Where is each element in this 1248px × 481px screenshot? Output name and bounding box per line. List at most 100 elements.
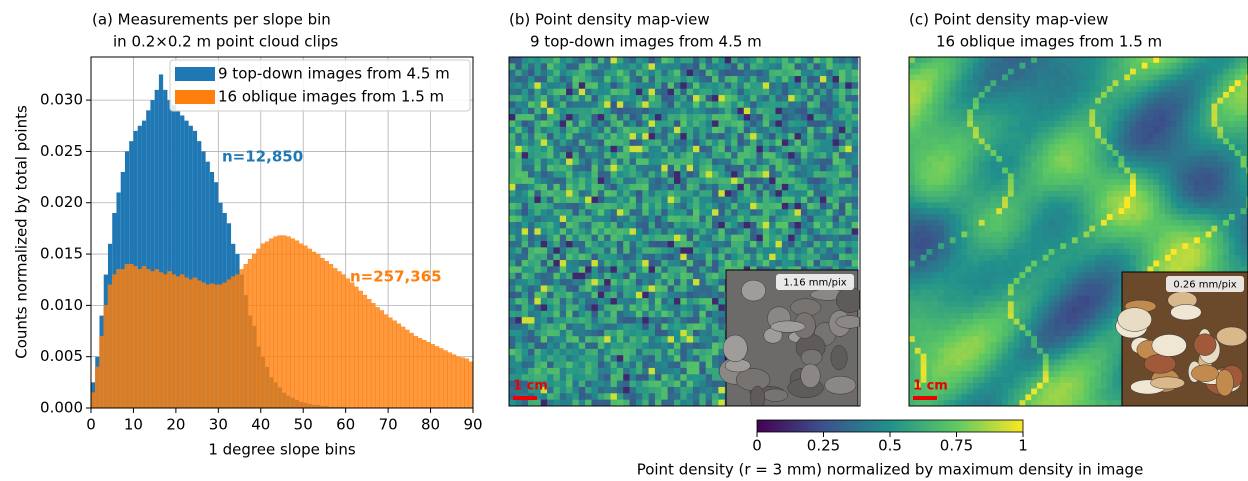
map-cell: [782, 235, 789, 242]
map-cell: [699, 254, 706, 261]
map-cell: [566, 101, 573, 108]
map-cell: [1206, 69, 1212, 75]
map-cell: [661, 273, 668, 280]
map-cell: [990, 80, 996, 86]
map-cell: [1211, 208, 1217, 214]
map-cell: [699, 400, 706, 407]
map-cell: [967, 197, 973, 203]
map-cell: [547, 197, 554, 204]
map-cell: [1206, 191, 1212, 197]
map-cell: [1136, 109, 1142, 115]
map-cell: [1165, 237, 1171, 243]
map-cell: [1200, 237, 1206, 243]
map-cell: [585, 374, 592, 381]
map-cell: [1206, 104, 1212, 110]
map-cell: [566, 393, 573, 400]
map-cell: [1159, 232, 1165, 238]
map-cell: [1217, 150, 1223, 156]
map-cell: [591, 63, 598, 70]
map-cell: [699, 324, 706, 331]
map-cell: [617, 285, 624, 292]
map-cell: [769, 178, 776, 185]
map-cell: [699, 197, 706, 204]
map-cell: [973, 150, 979, 156]
map-cell: [1171, 115, 1177, 121]
map-cell: [1153, 168, 1159, 174]
map-cell: [1107, 232, 1113, 238]
map-cell: [515, 330, 522, 337]
map-cell: [553, 120, 560, 127]
map-cell: [623, 273, 630, 280]
map-cell: [528, 82, 535, 89]
map-cell: [1194, 202, 1200, 208]
map-cell: [1124, 191, 1130, 197]
map-cell: [921, 98, 927, 104]
map-cell: [712, 247, 719, 254]
map-cell: [1118, 220, 1124, 226]
map-cell: [604, 330, 611, 337]
map-cell: [932, 98, 938, 104]
map-cell: [990, 179, 996, 185]
map-cell: [553, 317, 560, 324]
map-cell: [655, 317, 662, 324]
map-cell: [680, 159, 687, 166]
map-cell: [1113, 98, 1119, 104]
map-cell: [807, 254, 814, 261]
map-cell: [788, 178, 795, 185]
map-cell: [1025, 173, 1031, 179]
map-cell: [1153, 69, 1159, 75]
map-cell: [604, 101, 611, 108]
map-cell: [1002, 202, 1008, 208]
map-cell: [725, 216, 732, 223]
map-cell: [839, 247, 846, 254]
map-cell: [1235, 150, 1241, 156]
map-cell: [699, 216, 706, 223]
map-cell: [611, 152, 618, 159]
map-cell: [932, 208, 938, 214]
map-cell: [1241, 109, 1247, 115]
map-cell: [1159, 208, 1165, 214]
map-cell: [553, 152, 560, 159]
map-cell: [1130, 115, 1136, 121]
map-cell: [1060, 162, 1066, 168]
map-cell: [1223, 127, 1229, 133]
map-cell: [680, 152, 687, 159]
map-cell: [1182, 115, 1188, 121]
map-cell: [661, 235, 668, 242]
map-cell: [674, 114, 681, 121]
map-cell: [1188, 80, 1194, 86]
map-cell: [630, 171, 637, 178]
map-cell: [649, 387, 656, 394]
map-cell: [944, 150, 950, 156]
map-cell: [566, 241, 573, 248]
map-cell: [674, 311, 681, 318]
map-cell: [674, 387, 681, 394]
map-cell: [636, 190, 643, 197]
map-cell: [1008, 127, 1014, 133]
map-cell: [1159, 121, 1165, 127]
map-cell: [1060, 156, 1066, 162]
map-cell: [617, 273, 624, 280]
map-cell: [915, 109, 921, 115]
map-cell: [807, 235, 814, 242]
map-cell: [1002, 156, 1008, 162]
map-cell: [623, 260, 630, 267]
map-cell: [795, 203, 802, 210]
map-cell: [572, 82, 579, 89]
map-cell: [591, 362, 598, 369]
map-cell: [712, 292, 719, 299]
map-cell: [515, 95, 522, 102]
map-cell: [1182, 69, 1188, 75]
map-cell: [763, 228, 770, 235]
map-cell: [814, 216, 821, 223]
map-cell: [839, 146, 846, 153]
map-cell: [1113, 138, 1119, 144]
map-cell: [674, 89, 681, 96]
map-cell: [820, 101, 827, 108]
map-cell: [756, 184, 763, 191]
map-cell: [1171, 197, 1177, 203]
map-cell: [699, 285, 706, 292]
map-cell: [617, 159, 624, 166]
map-cell: [973, 133, 979, 139]
map-cell: [1235, 127, 1241, 133]
